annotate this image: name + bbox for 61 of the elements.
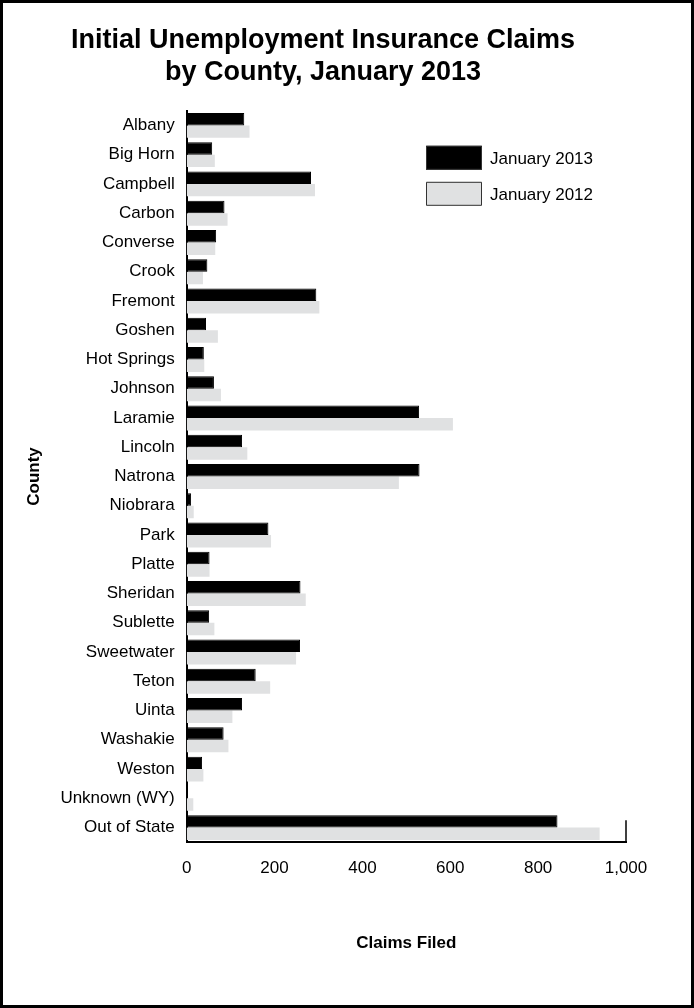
legend-label: January 2012 [490,185,594,205]
y-tick-label: Park [139,524,176,544]
y-tick-label: Sublette [112,612,175,632]
bar [186,798,194,811]
x-tick-label: 0 [181,858,192,878]
y-tick-label: Crook [129,261,176,281]
x-axis-title: Claims Filed [356,933,457,953]
y-tick-label: Albany [122,115,176,135]
y-axis-title: County [23,446,43,506]
bar [186,359,205,372]
bar [186,564,210,577]
bar [186,681,271,694]
bar [186,652,297,665]
bar [186,213,228,226]
bar [186,388,221,402]
y-tick-label: Washakie [100,729,175,749]
y-tick-label: Natrona [114,466,176,486]
bar [186,593,306,606]
y-tick-label: Sweetwater [85,641,176,661]
bar [186,622,215,636]
x-tick-label: 1,000 [604,858,648,878]
bar [186,505,194,519]
y-tick-label: Johnson [110,378,175,398]
y-tick-label: Laramie [113,407,175,427]
y-tick-label: Uinta [135,700,176,720]
bar [186,330,218,343]
y-tick-label: Out of State [83,817,175,837]
x-tick-label: 400 [348,858,377,878]
bar [186,417,453,431]
y-tick-label: Carbon [118,202,175,222]
bar [186,125,250,138]
bar [186,710,233,723]
y-tick-label: Teton [133,670,175,690]
y-tick-label: Lincoln [120,436,175,456]
bar [186,183,315,197]
y-tick-label: Sheridan [106,583,175,603]
y-tick-label: Campbell [102,173,175,193]
bar [186,242,216,255]
y-tick-label: Weston [117,758,175,778]
y-tick-label: Fremont [111,290,175,310]
y-tick-label: Niobrara [109,495,176,515]
x-tick-label: 200 [260,858,289,878]
bar [186,271,203,285]
bar [186,300,320,314]
x-tick-label: 600 [436,858,465,878]
bar [186,476,399,489]
bar [186,769,204,782]
legend-label: January 2013 [490,149,594,169]
y-tick-label: Platte [131,553,175,573]
x-tick-label: 800 [523,858,553,878]
y-tick-label: Converse [101,232,175,252]
y-tick-label: Big Horn [108,144,175,164]
bar [186,827,600,841]
bar [186,447,248,460]
y-tick-label: Unknown (WY) [60,788,175,807]
bar [186,535,272,548]
chart-title: Initial Unemployment Insurance Claims by County, January 2013 [70,23,576,87]
y-tick-label: Goshen [115,319,175,339]
y-tick-label: Hot Springs [85,349,175,369]
bar [186,739,229,753]
bar [186,154,215,168]
